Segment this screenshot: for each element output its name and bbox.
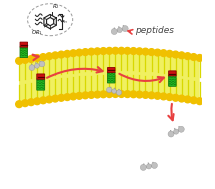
Circle shape (46, 53, 53, 60)
FancyBboxPatch shape (37, 74, 45, 79)
FancyBboxPatch shape (169, 76, 176, 86)
Circle shape (34, 55, 41, 61)
Circle shape (64, 94, 71, 101)
Circle shape (190, 54, 197, 60)
Circle shape (28, 56, 35, 62)
Circle shape (82, 49, 89, 55)
Circle shape (148, 92, 155, 99)
Circle shape (112, 91, 119, 97)
Circle shape (88, 91, 95, 98)
Circle shape (146, 164, 151, 169)
Circle shape (112, 47, 119, 54)
Circle shape (184, 96, 191, 103)
Circle shape (148, 49, 155, 55)
Circle shape (117, 27, 122, 33)
Circle shape (130, 48, 137, 54)
FancyBboxPatch shape (20, 42, 28, 47)
Circle shape (40, 54, 47, 60)
Circle shape (111, 29, 117, 35)
FancyBboxPatch shape (108, 67, 115, 73)
Circle shape (100, 48, 107, 54)
Circle shape (118, 47, 125, 54)
Circle shape (46, 96, 53, 103)
Circle shape (136, 48, 143, 55)
Text: peptides: peptides (135, 26, 174, 35)
Circle shape (151, 162, 157, 168)
Circle shape (124, 47, 131, 54)
Circle shape (196, 55, 203, 61)
Circle shape (122, 26, 128, 32)
Circle shape (52, 95, 59, 102)
Circle shape (58, 51, 65, 58)
Circle shape (82, 92, 89, 99)
Circle shape (178, 126, 184, 132)
Circle shape (184, 53, 191, 60)
Circle shape (28, 99, 35, 106)
Circle shape (64, 50, 71, 57)
Circle shape (16, 57, 23, 64)
Circle shape (22, 57, 29, 63)
Circle shape (130, 91, 137, 98)
Circle shape (154, 49, 161, 56)
Circle shape (142, 48, 149, 55)
Circle shape (76, 92, 83, 99)
Circle shape (142, 91, 149, 98)
Circle shape (106, 47, 113, 54)
Circle shape (190, 97, 197, 104)
Circle shape (172, 51, 179, 58)
Circle shape (174, 129, 179, 134)
Circle shape (166, 94, 173, 101)
Circle shape (76, 49, 83, 56)
Circle shape (29, 65, 35, 70)
Circle shape (172, 94, 179, 101)
Circle shape (106, 91, 113, 98)
Circle shape (70, 93, 77, 100)
Circle shape (34, 98, 41, 105)
Circle shape (58, 94, 65, 101)
Circle shape (160, 93, 167, 100)
Circle shape (94, 48, 101, 55)
Circle shape (35, 63, 39, 68)
Circle shape (112, 89, 116, 94)
Text: $OR_1$: $OR_1$ (31, 28, 43, 37)
Circle shape (70, 50, 77, 57)
Circle shape (94, 91, 101, 98)
Circle shape (22, 100, 29, 107)
Circle shape (178, 95, 185, 102)
Circle shape (136, 91, 143, 98)
Circle shape (140, 164, 146, 170)
Circle shape (39, 61, 45, 67)
FancyBboxPatch shape (20, 47, 28, 57)
FancyBboxPatch shape (108, 72, 115, 83)
Circle shape (100, 91, 107, 98)
FancyBboxPatch shape (169, 71, 176, 76)
Circle shape (40, 97, 47, 104)
Circle shape (106, 87, 112, 93)
Circle shape (196, 98, 203, 105)
Polygon shape (19, 51, 200, 104)
Circle shape (168, 131, 174, 137)
Circle shape (118, 91, 125, 97)
Text: $_n$: $_n$ (63, 19, 68, 26)
Circle shape (178, 52, 185, 59)
Circle shape (16, 101, 23, 108)
Text: $R_2$: $R_2$ (52, 2, 60, 11)
Circle shape (154, 92, 161, 99)
Circle shape (124, 91, 131, 98)
FancyBboxPatch shape (37, 79, 45, 90)
Circle shape (88, 48, 95, 55)
Circle shape (52, 52, 59, 59)
Circle shape (116, 90, 122, 95)
Circle shape (166, 50, 173, 57)
Circle shape (160, 50, 167, 57)
